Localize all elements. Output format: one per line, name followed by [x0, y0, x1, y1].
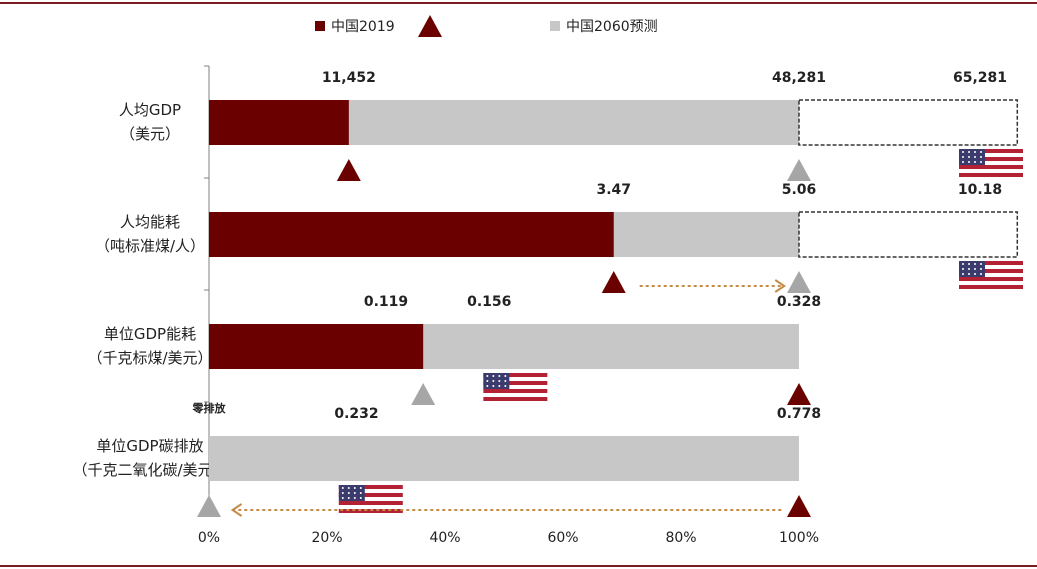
triangle-dark-marker-1: [601, 271, 626, 293]
legend-swatch-china2060: [550, 21, 560, 31]
value-label-1-2: 10.18: [958, 182, 1002, 198]
category-label-2-line1: 单位GDP能耗: [104, 325, 196, 343]
bar-us-outline-0: [798, 99, 1019, 146]
bottom-frame-line: [0, 565, 1037, 567]
legend-triangle-icon: [418, 15, 442, 37]
value-label-0-0: 11,452: [322, 70, 376, 86]
value-label-0-2: 65,281: [953, 70, 1007, 86]
value-label-1-0: 3.47: [596, 182, 631, 198]
zero-emission-label: 零排放: [192, 401, 227, 415]
x-tick-label-0: 0%: [198, 530, 220, 546]
category-label-0-line1: 人均GDP: [119, 101, 181, 119]
category-label-1-line2: （吨标准煤/人）: [95, 237, 205, 255]
legend-label-china2060: 中国2060预测: [566, 19, 658, 35]
top-frame-line: [0, 2, 1037, 4]
x-tick-label-1: 20%: [311, 530, 342, 546]
us-flag-icon-3: [338, 485, 403, 513]
category-label-3-line2: （千克二氧化碳/美元）: [72, 461, 227, 479]
legend-label-china2019: 中国2019: [331, 19, 395, 35]
us-flag-icon-0: [959, 149, 1023, 177]
value-label-2-2: 0.328: [777, 294, 821, 310]
x-tick-label-2: 40%: [429, 530, 460, 546]
value-label-3-1: 0.778: [777, 406, 821, 422]
value-label-0-1: 48,281: [772, 70, 826, 86]
triangle-dark-marker-3: [787, 495, 811, 517]
bar-china2060-3: [209, 436, 799, 481]
category-label-1-line1: 人均能耗: [120, 213, 180, 231]
dotted-arrow-3-head: [230, 503, 243, 517]
triangle-gray-marker-3: [197, 495, 221, 517]
x-tick-label-5: 100%: [779, 530, 819, 546]
value-label-2-0: 0.119: [364, 294, 408, 310]
x-tick-label-3: 60%: [547, 530, 578, 546]
triangle-gray-marker-2: [411, 383, 436, 405]
triangle-dark-marker-0: [336, 159, 361, 181]
triangle-dark-marker-2: [787, 383, 811, 405]
triangle-gray-marker-0: [787, 159, 811, 181]
bar-china2019-1: [209, 212, 614, 257]
legend-swatch-china2019: [315, 21, 325, 31]
category-label-2-line2: （千克标煤/美元）: [87, 349, 212, 367]
us-flag-icon-2: [483, 373, 548, 401]
category-label-0-line2: （美元）: [120, 125, 180, 143]
bar-us-outline-1: [798, 211, 1019, 258]
value-label-1-1: 5.06: [782, 182, 817, 198]
value-label-3-0: 0.232: [334, 406, 378, 422]
x-tick-label-4: 80%: [665, 530, 696, 546]
triangle-gray-marker-1: [787, 271, 811, 293]
bar-china2019-0: [209, 100, 349, 145]
value-label-2-1: 0.156: [467, 294, 511, 310]
us-flag-icon-1: [959, 261, 1023, 289]
category-label-3-line1: 单位GDP碳排放: [96, 437, 203, 455]
bar-china2019-2: [209, 324, 424, 369]
dotted-arrow-1-head: [774, 279, 787, 293]
